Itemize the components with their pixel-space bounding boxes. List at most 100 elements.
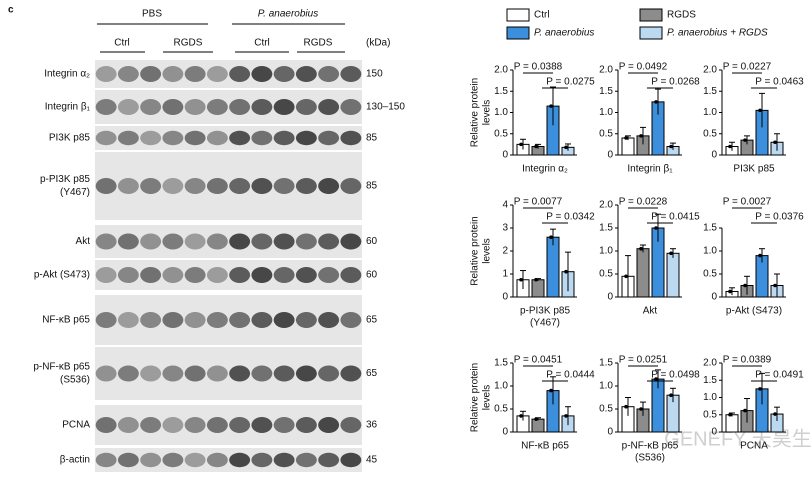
- y-tick-label: 1.0: [494, 381, 508, 392]
- y-tick-label: 2.0: [703, 358, 717, 369]
- y-tick-label: 1.5: [703, 86, 717, 97]
- y-axis-label-group: Relative protein levels: [470, 78, 493, 147]
- blot-band: [117, 312, 139, 328]
- blot-band: [184, 233, 206, 250]
- dot: [773, 140, 777, 145]
- y-tick-label: 0: [502, 427, 508, 438]
- row-label: p-PI3K p85: [40, 174, 90, 185]
- y-tick-label: 2.0: [599, 200, 613, 211]
- dot: [549, 235, 553, 239]
- mw-label: 45: [366, 455, 378, 466]
- legend-label: P. anaerobius + RGDS: [667, 28, 768, 39]
- y-tick-label: 4: [502, 200, 508, 211]
- y-tick-label: 0: [502, 150, 508, 161]
- blot-band: [229, 99, 251, 115]
- dot: [743, 138, 747, 142]
- blot-band: [184, 178, 206, 194]
- subgroup-label: RGDS: [304, 38, 333, 49]
- blot-band: [95, 99, 117, 115]
- y-tick-label: 0.5: [599, 128, 613, 139]
- x-axis-label: PCNA: [740, 441, 768, 452]
- blot-band: [295, 452, 317, 468]
- blot-band: [140, 452, 162, 468]
- blot-band: [340, 233, 362, 250]
- blot-band: [229, 452, 251, 468]
- blot-band: [184, 130, 206, 146]
- bar: [725, 414, 739, 433]
- p-annotation: P = 0.0376: [755, 212, 804, 223]
- p-annotation: P = 0.0268: [651, 77, 700, 88]
- mw-label: 130–150: [366, 102, 405, 113]
- y-tick-label: 0: [711, 427, 717, 438]
- blot-band: [340, 130, 362, 146]
- blot-band: [95, 365, 117, 382]
- blot-band: [184, 267, 206, 283]
- mw-label: 85: [366, 133, 378, 144]
- blot-band: [162, 312, 184, 328]
- blot-band: [295, 267, 317, 283]
- blot-band: [140, 312, 162, 328]
- blot-band: [318, 66, 340, 82]
- blot-band: [184, 312, 206, 328]
- dot: [743, 408, 747, 413]
- blot-band: [229, 233, 251, 250]
- bar: [546, 236, 560, 298]
- blot-band: [140, 267, 162, 283]
- dot: [728, 144, 732, 149]
- blot-band: [251, 267, 273, 283]
- blot-band: [206, 233, 228, 250]
- blot-band: [184, 417, 206, 433]
- blot-band: [273, 267, 295, 283]
- p-annotation: P = 0.0275: [546, 77, 595, 88]
- blot-band: [340, 178, 362, 194]
- mw-label: 36: [366, 420, 378, 431]
- dot: [758, 253, 762, 258]
- mw-label: 65: [366, 315, 378, 326]
- blot-band: [206, 312, 228, 328]
- blot-band: [140, 178, 162, 194]
- y-tick-label: 1.5: [703, 223, 717, 234]
- dot: [519, 277, 523, 282]
- dot: [564, 414, 568, 418]
- blot-band: [318, 178, 340, 194]
- legend-swatch: [506, 26, 530, 40]
- blot-band: [295, 130, 317, 146]
- y-axis-label: Relative protein: [470, 363, 481, 432]
- blot-band: [273, 452, 295, 468]
- y-tick-label: 2.0: [703, 65, 717, 76]
- legend-label: Ctrl: [534, 10, 550, 21]
- blot-image: [95, 448, 362, 472]
- blot-band: [140, 66, 162, 82]
- row-label: p-NF-κB p65: [33, 362, 90, 373]
- bar: [621, 137, 635, 156]
- blot-image: [95, 347, 362, 400]
- blot-band: [318, 233, 340, 250]
- blot-band: [117, 365, 139, 382]
- y-tick-label: 0.5: [703, 269, 717, 280]
- group-label: PBS: [142, 9, 162, 20]
- blot-band: [117, 452, 139, 468]
- y-tick-label: 1.5: [494, 358, 508, 369]
- blot-band: [95, 312, 117, 328]
- blot-band: [140, 365, 162, 382]
- y-tick-label: 1.0: [599, 246, 613, 257]
- mw-label: 65: [366, 368, 378, 379]
- blot-band: [251, 233, 273, 250]
- blot-band: [140, 99, 162, 115]
- p-annotation: P = 0.0027: [723, 197, 772, 208]
- legend-label: RGDS: [667, 10, 696, 21]
- blot-band: [340, 417, 362, 433]
- dot: [549, 104, 553, 108]
- dot: [728, 289, 732, 294]
- blot-band: [295, 365, 317, 382]
- blot-band: [295, 66, 317, 82]
- blot-band: [206, 178, 228, 194]
- blot-band: [184, 452, 206, 468]
- p-annotation: P = 0.0227: [723, 62, 772, 73]
- blot-band: [162, 233, 184, 250]
- dot: [549, 388, 553, 393]
- p-annotation: P = 0.0451: [514, 355, 563, 366]
- y-axis-label: levels: [482, 100, 493, 126]
- row-label: p-Akt (S473): [34, 270, 90, 281]
